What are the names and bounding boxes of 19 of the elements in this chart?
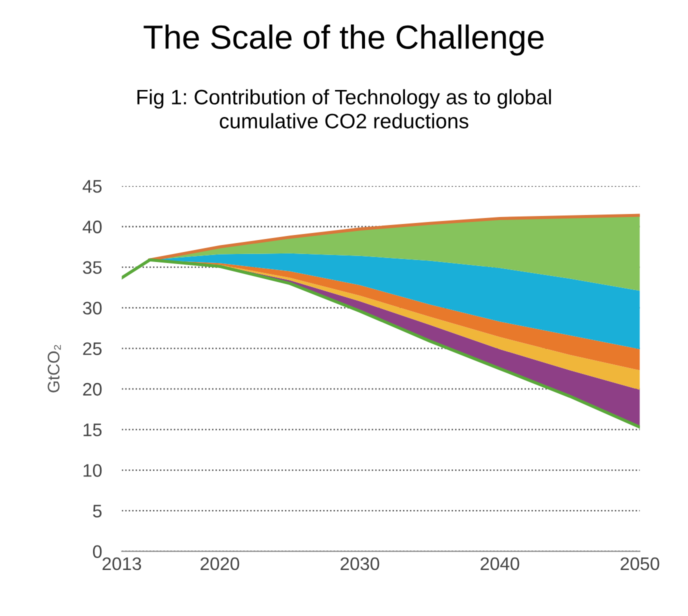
chart-subtitle: Fig 1: Contribution of Technology as to global cumulative CO2 reductions — [137, 89, 551, 128]
y-tick-label: 5 — [93, 504, 102, 518]
y-tick-label: 40 — [82, 220, 102, 234]
y-axis-title: GtCO₂ — [48, 344, 61, 392]
y-tick-label: 20 — [83, 382, 102, 396]
x-tick-label: 2013 — [102, 557, 142, 570]
chart-title: The Scale of the Challenge — [144, 24, 544, 56]
x-tick-label: 2030 — [340, 557, 380, 570]
x-tick-label: 2050 — [620, 557, 660, 570]
x-tick-label: 2040 — [480, 557, 520, 570]
y-tick-label: 30 — [82, 302, 102, 315]
y-tick-label: 10 — [84, 464, 102, 477]
line-series — [148, 214, 640, 262]
y-tick-label: 25 — [83, 342, 102, 356]
y-tick-label: 0 — [92, 545, 102, 558]
y-tick-label: 15 — [84, 424, 102, 436]
y-tick-label: 35 — [82, 261, 102, 274]
y-tick-label: 45 — [82, 180, 102, 193]
x-tick-label: 2020 — [200, 557, 240, 570]
